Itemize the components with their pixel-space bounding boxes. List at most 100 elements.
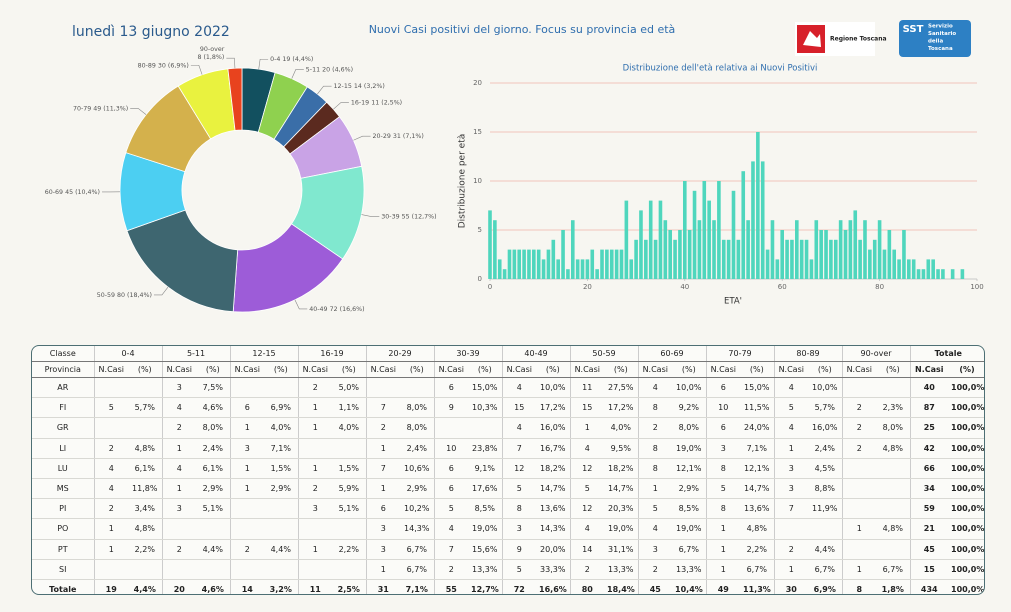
table-cell: 13,3%: [604, 559, 639, 580]
table-cell: 24,0%: [740, 417, 775, 439]
bar: [532, 249, 536, 279]
subheader: (%): [672, 361, 707, 378]
table-cell: 42: [909, 438, 949, 459]
group-header: Totale: [909, 346, 984, 362]
bar: [527, 249, 531, 279]
table-cell: [841, 539, 877, 560]
bar: [575, 259, 580, 279]
table-cell: 13,3%: [468, 559, 503, 580]
table-cell: 4,6%: [201, 584, 224, 594]
table-cell: 19,0%: [672, 518, 707, 540]
table-cell: 5: [93, 397, 128, 419]
table-cell: 6,7%: [740, 559, 775, 580]
slice-label: 50-59 80 (18,4%): [97, 292, 152, 299]
table-cell: [229, 498, 265, 520]
header-row: Classe 0-4 5-11 12-15 16-19 20-29 30-39 40-49 50…: [32, 346, 984, 362]
table-cell: 87: [909, 397, 949, 419]
table-cell: 3: [705, 438, 741, 459]
table-cell: 7: [773, 498, 809, 520]
table-cell: 2: [637, 559, 673, 580]
bar: [921, 269, 926, 279]
bar: [756, 132, 760, 279]
table-cell: 6,7%: [808, 559, 843, 580]
bar: [561, 230, 565, 279]
bar: [707, 200, 711, 279]
table-cell: 13,3%: [672, 559, 707, 580]
table-cell: [400, 377, 435, 399]
bar: [541, 259, 546, 279]
table-cell: 14,7%: [536, 478, 571, 500]
table-cell: 2,9%: [264, 478, 299, 500]
table-cell: 14,3%: [400, 518, 435, 540]
table-cell: 100,0%: [948, 377, 984, 399]
table-cell: [264, 377, 299, 399]
table-cell: 1: [229, 417, 265, 439]
subheader: (%): [264, 361, 299, 378]
table-cell: [841, 498, 877, 520]
table-cell: 1: [297, 539, 333, 560]
table-cell: [264, 518, 299, 540]
table-cell: 11,5%: [740, 397, 775, 419]
bar: [863, 220, 867, 279]
table-row: LI 2 4,8% 1 2,4% 3 7,1% 1 2,4% 10 23,8% 7 16,7% 4 9,5%…: [32, 438, 984, 459]
table-cell: 100,0%: [951, 584, 985, 594]
table-cell: 14,3%: [536, 518, 571, 540]
x-tick-label: 80: [875, 283, 884, 291]
table-cell: 10: [705, 397, 741, 419]
bar: [824, 230, 828, 279]
slice-value: 20 (4,6%): [322, 66, 353, 73]
table-row: Totale 19 4,4% 20 4,6% 14 3,2% 11 2,5% 31 7,1% 55 12…: [32, 579, 985, 594]
table-cell: 15: [501, 397, 537, 419]
province-cell: PT: [32, 539, 94, 560]
slice-value: 72 (16,6%): [330, 306, 365, 313]
subtitle: Nuovi Casi positivi del giorno. Focus su…: [369, 23, 676, 36]
table-cell: [297, 438, 333, 459]
table-cell: 10,6%: [400, 458, 435, 479]
bar: [566, 269, 570, 279]
slice-category: 60-69: [45, 189, 63, 196]
table-cell: 2,5%: [337, 584, 360, 594]
subheader: N.Casi: [161, 361, 197, 378]
leader-line: [190, 64, 203, 75]
table-cell: 9,1%: [468, 458, 503, 479]
bar: [746, 220, 750, 279]
table-cell: 8,0%: [400, 417, 435, 439]
table-row: PT 1 2,2% 2 4,4% 2 4,4% 1 2,2% 3 6,7% 7 15,6% 9 20,0% 1…: [32, 539, 984, 560]
bar: [877, 220, 882, 279]
slice-category: 50-59: [97, 292, 115, 299]
table-cell: 2,4%: [808, 438, 843, 459]
subheader-row: Provincia N.Casi (%) N.Casi (%) N.Casi (%) N.Ca…: [32, 361, 984, 378]
slice-category: 5-11: [306, 66, 320, 73]
province-cell: MS: [32, 478, 94, 500]
slice-label: 40-49 72 (16,6%): [309, 306, 364, 313]
table-cell: 8: [637, 458, 673, 479]
bar: [868, 249, 872, 279]
subheader: N.Casi: [433, 361, 469, 378]
table-cell: 49: [705, 579, 741, 594]
table-cell: [876, 539, 911, 560]
bar: [717, 181, 721, 279]
table-cell: 6,9%: [813, 584, 836, 594]
bar: [726, 239, 731, 279]
table-cell: 2: [841, 417, 877, 439]
leader-line: [153, 286, 169, 296]
table-cell: 1: [297, 458, 333, 479]
group-header: 12-15: [229, 346, 299, 362]
bar: [907, 259, 911, 279]
table-cell: [841, 377, 877, 399]
table-cell: 5: [705, 478, 741, 500]
table-cell: 4,6%: [196, 397, 231, 419]
slice-category: 90-over: [200, 46, 225, 53]
bar: [663, 220, 668, 279]
table-cell: 8,0%: [400, 397, 435, 419]
table-cell: 2: [841, 397, 877, 419]
table-cell: [229, 559, 265, 580]
leader-line: [361, 214, 380, 217]
group-header: 70-79: [705, 346, 775, 362]
table-cell: 4: [433, 518, 469, 540]
province-cell: PO: [32, 518, 94, 540]
bar: [926, 259, 931, 279]
bar: [502, 269, 507, 279]
bar: [644, 239, 648, 279]
table-cell: [332, 559, 367, 580]
